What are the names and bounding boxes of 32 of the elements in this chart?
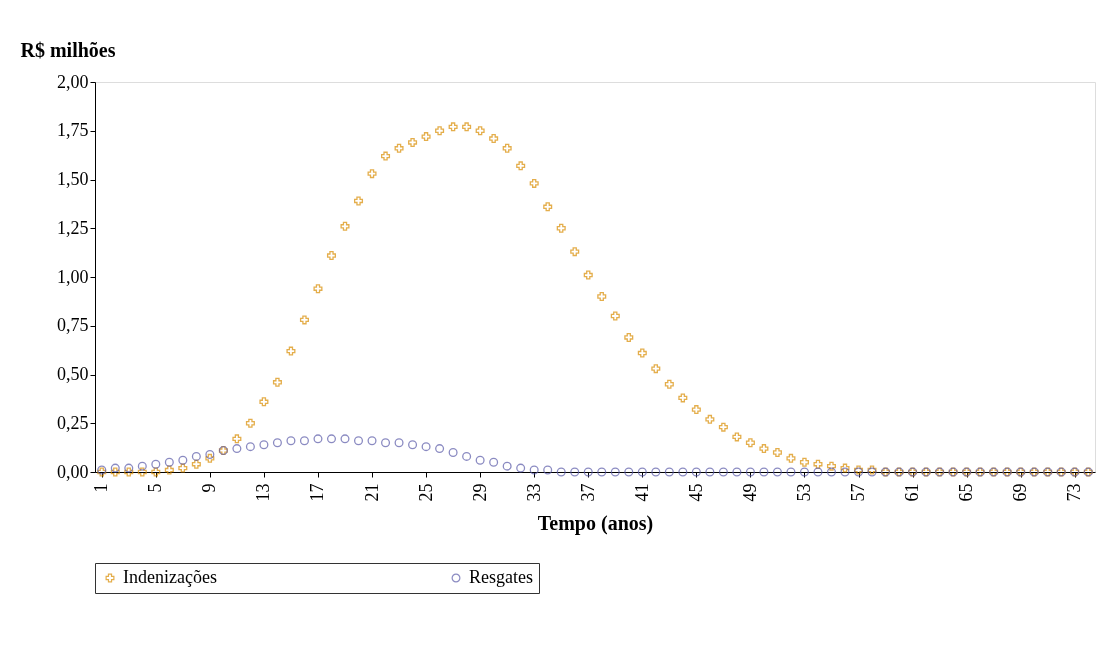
y-tick-label: 1,50 [57, 169, 89, 189]
x-tick-label: 1 [91, 483, 112, 493]
x-tick-label: 25 [415, 483, 436, 502]
x-tick-label: 41 [631, 483, 652, 502]
x-tick-label: 57 [848, 483, 869, 502]
y-tick-label: 2,00 [57, 71, 89, 92]
x-tick-label: 9 [199, 483, 220, 493]
x-tick-label: 49 [739, 483, 760, 502]
x-tick-label: 13 [253, 483, 274, 502]
y-tick-label: 0,00 [57, 461, 89, 482]
y-tick-label: 0,50 [57, 364, 89, 384]
x-tick-label: 53 [793, 483, 814, 502]
x-tick-label: 45 [685, 483, 706, 502]
x-tick-label: 65 [956, 483, 977, 502]
legend-label: Indenizações [123, 567, 217, 587]
x-tick-label: 17 [307, 483, 328, 502]
x-tick-label: 69 [1010, 483, 1031, 502]
y-axis-title: R$ milhões [20, 38, 116, 61]
y-tick-label: 1,25 [57, 217, 89, 238]
x-tick-label: 29 [469, 483, 490, 502]
x-tick-label: 73 [1064, 483, 1085, 502]
x-tick-label: 61 [902, 483, 923, 502]
x-tick-label: 37 [577, 483, 598, 502]
legend-label: Resgates [469, 567, 533, 587]
y-tick-label: 1,00 [57, 266, 89, 287]
x-tick-label: 5 [145, 483, 166, 493]
x-tick-label: 33 [523, 483, 544, 502]
y-tick-label: 0,75 [57, 315, 89, 336]
y-tick-label: 0,25 [57, 412, 89, 433]
x-axis-title: Tempo (anos) [537, 511, 654, 535]
x-tick-label: 21 [361, 483, 382, 502]
y-tick-label: 1,75 [57, 120, 89, 141]
